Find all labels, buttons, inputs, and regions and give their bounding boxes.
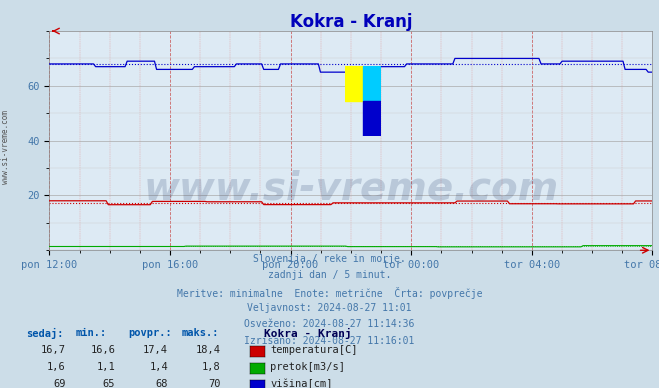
- Text: Veljavnost: 2024-08-27 11:01: Veljavnost: 2024-08-27 11:01: [247, 303, 412, 313]
- Text: 70: 70: [208, 379, 221, 388]
- Text: temperatura[C]: temperatura[C]: [270, 345, 358, 355]
- Text: www.si-vreme.com: www.si-vreme.com: [1, 111, 10, 184]
- Text: pretok[m3/s]: pretok[m3/s]: [270, 362, 345, 372]
- Text: 1,1: 1,1: [97, 362, 115, 372]
- Bar: [345, 66, 363, 101]
- Text: 1,8: 1,8: [202, 362, 221, 372]
- Text: sedaj:: sedaj:: [26, 328, 64, 339]
- Text: Izrisano: 2024-08-27 11:16:01: Izrisano: 2024-08-27 11:16:01: [244, 336, 415, 346]
- Text: Osveženo: 2024-08-27 11:14:36: Osveženo: 2024-08-27 11:14:36: [244, 319, 415, 329]
- Text: www.si-vreme.com: www.si-vreme.com: [143, 170, 559, 208]
- Text: Meritve: minimalne  Enote: metrične  Črta: povprečje: Meritve: minimalne Enote: metrične Črta:…: [177, 287, 482, 299]
- Text: 16,7: 16,7: [41, 345, 66, 355]
- Text: 69: 69: [53, 379, 66, 388]
- Text: 1,6: 1,6: [47, 362, 66, 372]
- Text: Kokra - Kranj: Kokra - Kranj: [264, 328, 351, 339]
- Text: višina[cm]: višina[cm]: [270, 379, 333, 388]
- Text: 68: 68: [156, 379, 168, 388]
- Bar: [363, 101, 381, 136]
- Text: zadnji dan / 5 minut.: zadnji dan / 5 minut.: [268, 270, 391, 281]
- Text: 16,6: 16,6: [90, 345, 115, 355]
- Text: min.:: min.:: [76, 328, 107, 338]
- Text: 65: 65: [103, 379, 115, 388]
- Text: 1,4: 1,4: [150, 362, 168, 372]
- Text: 17,4: 17,4: [143, 345, 168, 355]
- Bar: [363, 66, 381, 101]
- Text: povpr.:: povpr.:: [129, 328, 172, 338]
- Title: Kokra - Kranj: Kokra - Kranj: [290, 13, 412, 31]
- Text: maks.:: maks.:: [181, 328, 219, 338]
- Text: Slovenija / reke in morje.: Slovenija / reke in morje.: [253, 254, 406, 264]
- Text: 18,4: 18,4: [196, 345, 221, 355]
